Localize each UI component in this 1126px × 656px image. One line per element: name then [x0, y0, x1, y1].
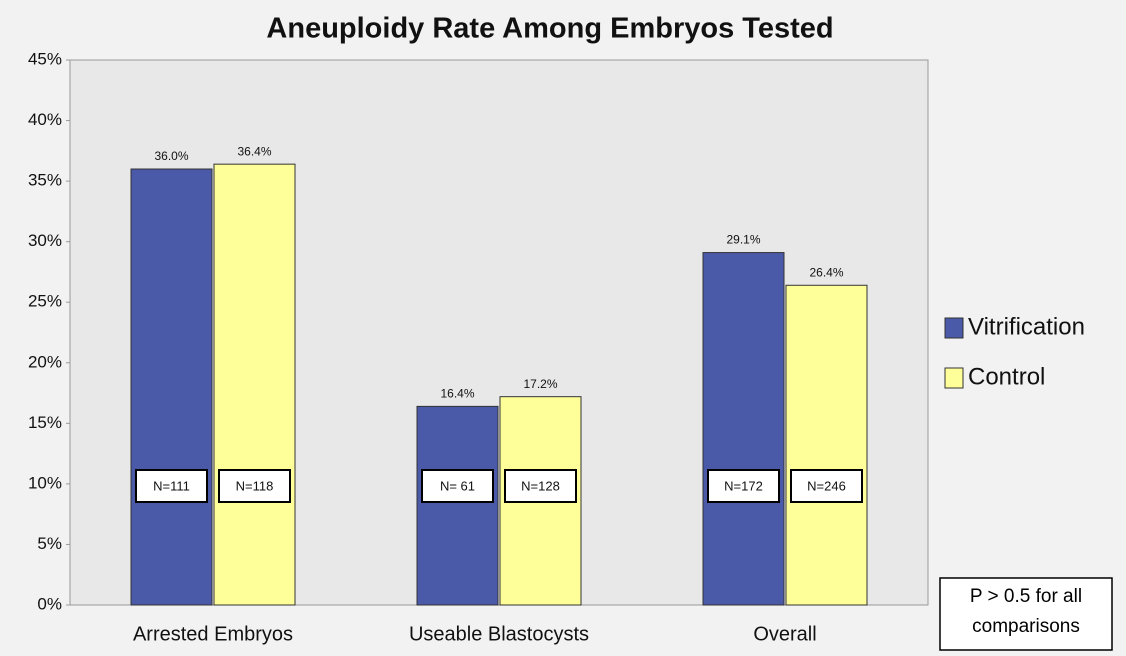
x-tick-label: Arrested Embryos — [133, 623, 293, 645]
n-label: N=172 — [724, 478, 763, 493]
n-box — [707, 469, 780, 503]
n-box — [421, 469, 494, 503]
y-tick-label: 10% — [28, 473, 62, 492]
bar — [702, 252, 785, 606]
annotation-box — [939, 577, 1113, 651]
y-tick-label: 25% — [28, 292, 62, 311]
legend-label: Control — [968, 363, 1045, 390]
chart-title: Aneuploidy Rate Among Embryos Tested — [266, 13, 833, 45]
bar — [213, 163, 296, 606]
n-box — [790, 469, 863, 503]
y-tick-label: 15% — [28, 413, 62, 432]
n-label: N=246 — [807, 478, 846, 493]
n-box — [504, 469, 577, 503]
x-tick-label: Overall — [753, 623, 816, 645]
y-tick-label: 35% — [28, 171, 62, 190]
value-label: 17.2% — [523, 377, 557, 391]
value-label: 16.4% — [440, 387, 474, 401]
n-box — [218, 469, 291, 503]
bar — [416, 405, 499, 606]
bar — [130, 168, 213, 606]
y-tick-label: 5% — [37, 534, 62, 553]
plot-area — [69, 59, 929, 606]
y-tick-label: 30% — [28, 231, 62, 250]
y-tick-label: 0% — [37, 594, 62, 613]
value-label: 36.0% — [154, 149, 188, 163]
annotation: P > 0.5 for all comparisons — [969, 586, 1083, 637]
n-box — [135, 469, 208, 503]
y-tick-label: 20% — [28, 352, 62, 371]
n-label: N=128 — [521, 478, 560, 493]
n-label: N=118 — [236, 478, 274, 493]
value-label: 29.1% — [726, 233, 760, 247]
x-tick-label: Useable Blastocysts — [409, 623, 589, 645]
legend-swatch — [944, 317, 964, 339]
n-label: N=111 — [153, 478, 190, 493]
annotation-wrap: P > 0.5 for all comparisons — [969, 586, 1083, 637]
legend-label: Vitrification — [968, 313, 1085, 340]
value-label: 36.4% — [237, 144, 271, 158]
value-label: 26.4% — [809, 265, 843, 279]
n-label: N= 61 — [440, 478, 475, 493]
y-tick-label: 40% — [28, 110, 62, 129]
legend-swatch — [944, 367, 964, 389]
y-tick-label: 45% — [28, 49, 62, 68]
bar — [785, 284, 868, 606]
